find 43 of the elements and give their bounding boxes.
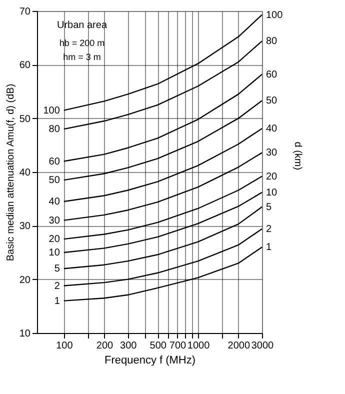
series-label: 80 — [48, 124, 60, 136]
text: 60 — [266, 69, 278, 80]
text: 100 — [266, 10, 283, 21]
text: 1 — [266, 242, 272, 254]
series-label: 40 — [48, 196, 60, 208]
series-label: 30 — [48, 215, 60, 226]
series-label: 10 — [48, 248, 60, 258]
y-tick-label: 60 — [19, 60, 31, 72]
text: 10 — [266, 187, 278, 198]
x-tick-label: 500 — [150, 340, 167, 352]
y-tick-label: 70 — [19, 6, 31, 18]
series-label: 50 — [48, 175, 60, 186]
text: 80 — [266, 36, 278, 48]
series-label: 5 — [54, 264, 60, 275]
y-tick-label: 50 — [19, 114, 31, 125]
annotation: Urban area — [56, 20, 108, 31]
x-tick-label: 300 — [120, 340, 138, 352]
series-label: 100 — [43, 105, 60, 116]
x-tick-label: 200 — [96, 340, 114, 352]
series-label: 2 — [54, 280, 60, 292]
y-tick-label: 20 — [19, 274, 31, 286]
text: 2 — [266, 224, 272, 235]
text: 20 — [266, 171, 278, 182]
y-tick-label: 10 — [19, 328, 31, 340]
y-axis-title: Basic median attenuation Amu(f, d) (dB) — [5, 84, 16, 262]
text: 30 — [266, 148, 278, 159]
x-tick-label: 3000 — [251, 340, 274, 352]
y-tick-label: 30 — [19, 221, 31, 232]
annotation: hb = 200 m — [59, 38, 105, 48]
y-tick-label: 40 — [19, 168, 31, 178]
series-label: 20 — [48, 234, 60, 246]
annotation: hm = 3 m — [63, 52, 101, 62]
text: 40 — [266, 124, 278, 135]
x-tick-label: 2000 — [228, 340, 250, 352]
x-tick-label: 100 — [56, 340, 74, 352]
series-label: 60 — [48, 156, 60, 168]
legend-title: d (km) — [292, 142, 303, 170]
x-axis-title: Frequency f (MHz) — [104, 354, 196, 366]
series-label: 1 — [54, 296, 60, 307]
x-tick-label: 700 — [169, 340, 187, 352]
x-tick-label: 1000 — [187, 340, 210, 352]
text: 50 — [266, 96, 278, 107]
text: 5 — [266, 202, 272, 213]
